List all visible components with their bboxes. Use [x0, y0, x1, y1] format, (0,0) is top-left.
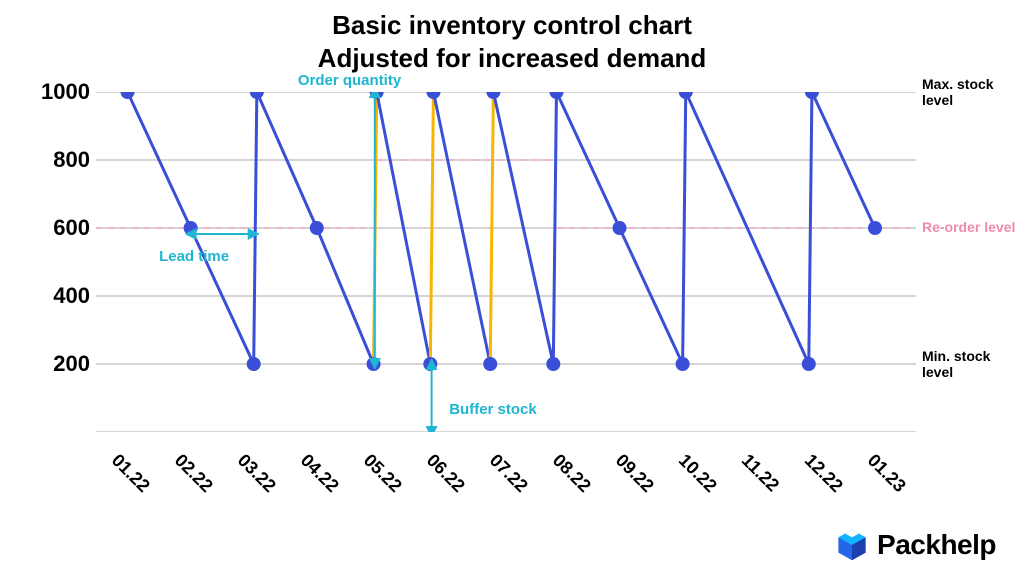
y-tick-label: 200: [4, 351, 90, 377]
brand-logo: Packhelp: [835, 528, 996, 562]
reorder-label: Re-order level: [922, 219, 1015, 235]
y-tick-label: 600: [4, 215, 90, 241]
chart-annotation: Buffer stock: [449, 401, 537, 418]
chart-area: 2004006008001000 Max. stocklevelMin. sto…: [0, 92, 1024, 462]
chart-title-line1: Basic inventory control chart: [0, 0, 1024, 41]
y-tick-label: 800: [4, 147, 90, 173]
right-label: Min. stocklevel: [922, 348, 1022, 380]
packhelp-icon: [835, 528, 869, 562]
right-label: Max. stocklevel: [922, 76, 1022, 108]
y-tick-label: 1000: [4, 79, 90, 105]
root: Basic inventory control chart Adjusted f…: [0, 0, 1024, 576]
chart-annotation: Lead time: [159, 248, 229, 265]
chart-annotation: Order quantity: [298, 72, 401, 89]
chart-title-line2: Adjusted for increased demand: [0, 43, 1024, 74]
y-tick-label: 400: [4, 283, 90, 309]
brand-name: Packhelp: [877, 529, 996, 561]
